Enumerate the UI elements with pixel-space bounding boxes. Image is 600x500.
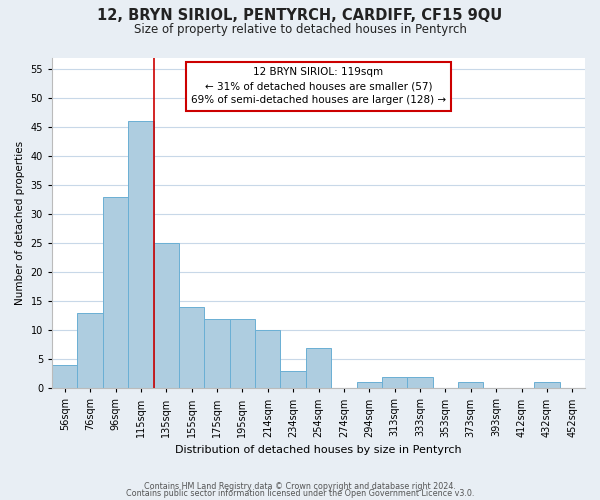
Bar bbox=[179, 307, 205, 388]
Y-axis label: Number of detached properties: Number of detached properties bbox=[15, 141, 25, 305]
Bar bbox=[458, 382, 484, 388]
Bar bbox=[356, 382, 382, 388]
Text: 12, BRYN SIRIOL, PENTYRCH, CARDIFF, CF15 9QU: 12, BRYN SIRIOL, PENTYRCH, CARDIFF, CF15… bbox=[97, 8, 503, 22]
Text: Contains HM Land Registry data © Crown copyright and database right 2024.: Contains HM Land Registry data © Crown c… bbox=[144, 482, 456, 491]
Text: 12 BRYN SIRIOL: 119sqm
← 31% of detached houses are smaller (57)
69% of semi-det: 12 BRYN SIRIOL: 119sqm ← 31% of detached… bbox=[191, 68, 446, 106]
Bar bbox=[154, 243, 179, 388]
Bar bbox=[52, 365, 77, 388]
Bar bbox=[255, 330, 280, 388]
Text: Contains public sector information licensed under the Open Government Licence v3: Contains public sector information licen… bbox=[126, 490, 474, 498]
Bar bbox=[103, 197, 128, 388]
Bar bbox=[306, 348, 331, 389]
Text: Size of property relative to detached houses in Pentyrch: Size of property relative to detached ho… bbox=[134, 22, 466, 36]
Bar bbox=[382, 376, 407, 388]
Bar bbox=[77, 313, 103, 388]
Bar bbox=[280, 371, 306, 388]
Bar bbox=[205, 318, 230, 388]
Bar bbox=[407, 376, 433, 388]
Bar bbox=[534, 382, 560, 388]
X-axis label: Distribution of detached houses by size in Pentyrch: Distribution of detached houses by size … bbox=[175, 445, 462, 455]
Bar bbox=[128, 122, 154, 388]
Bar bbox=[230, 318, 255, 388]
